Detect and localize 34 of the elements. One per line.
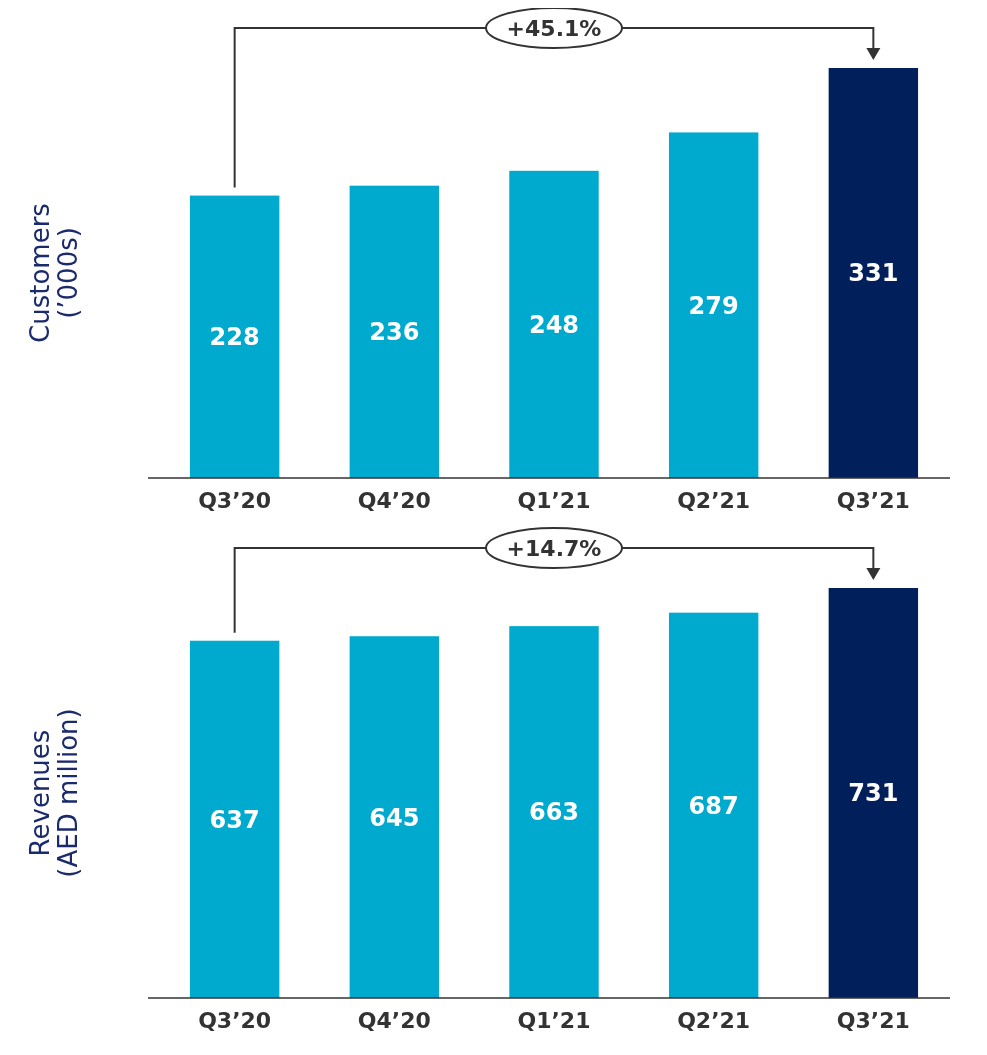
bar <box>828 588 919 998</box>
x-tick-label: Q2’21 <box>677 1008 751 1033</box>
data-label: 663 <box>528 798 580 827</box>
bar <box>509 170 599 478</box>
bar <box>828 68 919 478</box>
bar <box>349 636 440 998</box>
x-tick-label: Q3’20 <box>198 488 272 513</box>
text: +14.7% <box>506 535 602 561</box>
bar <box>189 640 280 998</box>
x-tick-label: Q4’20 <box>357 488 431 513</box>
x-tick-label: Q1’21 <box>517 488 591 513</box>
x-tick-label: Q3’21 <box>836 488 910 513</box>
x-tick-label: Q3’21 <box>836 1008 910 1033</box>
data-label: 687 <box>688 791 739 820</box>
x-tick-label: Q1’21 <box>517 1008 591 1033</box>
data-label: 248 <box>528 310 580 339</box>
bar <box>668 132 759 478</box>
bar <box>668 612 759 998</box>
bar <box>509 626 599 998</box>
data-label: 731 <box>848 779 899 808</box>
data-label: 228 <box>209 323 260 352</box>
x-tick-label: Q4’20 <box>357 1008 431 1033</box>
y-axis-title: Revenues (AED million) <box>24 708 84 878</box>
data-label: 279 <box>688 291 739 320</box>
data-label: 331 <box>848 259 899 288</box>
data-label: 637 <box>209 805 260 834</box>
bar <box>349 185 440 478</box>
x-tick-label: Q2’21 <box>677 488 751 513</box>
data-label: 236 <box>369 318 420 347</box>
y-axis-title: Customers (’000s) <box>24 203 84 343</box>
bar <box>189 195 280 478</box>
data-label: 645 <box>369 803 420 832</box>
x-tick-label: Q3’20 <box>198 1008 272 1033</box>
text: +45.1% <box>506 15 602 41</box>
